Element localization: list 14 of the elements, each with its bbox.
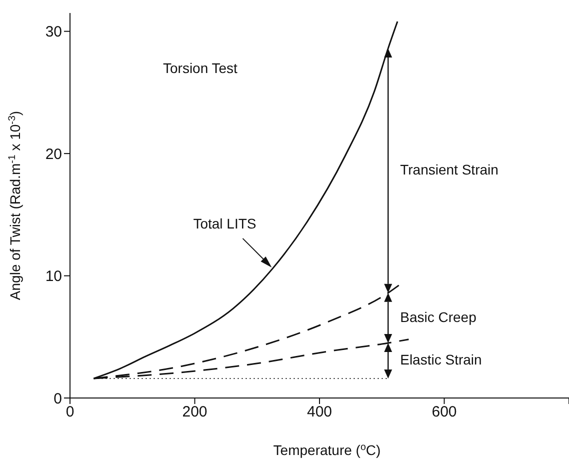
x-tick-label: 600 — [432, 404, 457, 421]
x-tick-label: 400 — [306, 404, 332, 421]
annotation: Elastic Strain — [400, 351, 482, 368]
y-tick-label: 0 — [54, 390, 62, 408]
x-tick-label: 0 — [66, 404, 74, 421]
annotation: Torsion Test — [163, 60, 238, 76]
text: Total LITS — [193, 215, 256, 232]
annotation: Transient Strain — [400, 161, 498, 178]
y-tick-label: 20 — [45, 146, 62, 163]
annotation: Basic Creep — [400, 308, 477, 325]
y-tick-label: 30 — [45, 24, 62, 41]
x-axis-title: Temperature ($^{o}$C) — [273, 442, 381, 458]
y-tick-label: 10 — [45, 268, 62, 286]
x-tick-label: 200 — [182, 404, 208, 421]
